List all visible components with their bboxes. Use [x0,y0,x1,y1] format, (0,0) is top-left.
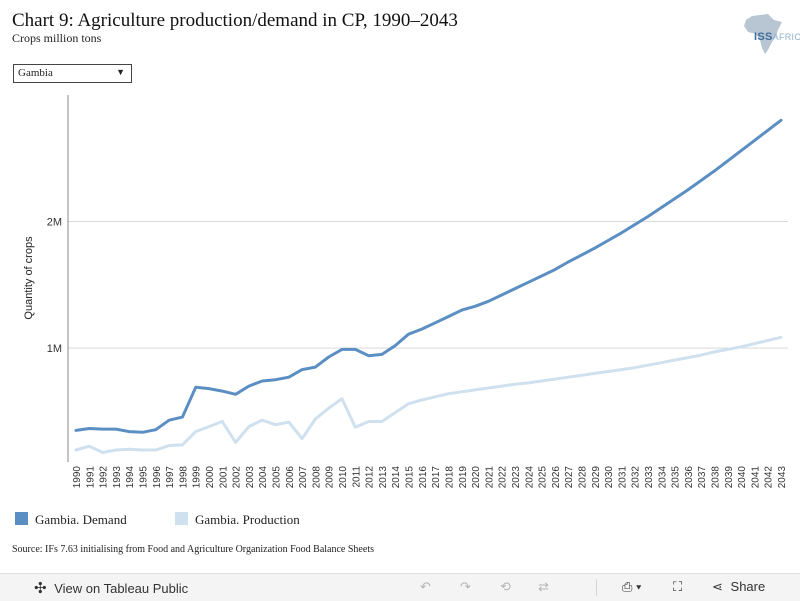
x-tick-label: 1997 [165,466,176,489]
chart-title: Chart 9: Agriculture production/demand i… [12,10,458,31]
view-on-tableau-label: View on Tableau Public [54,581,189,596]
x-tick-label: 2035 [671,466,682,489]
x-tick-label: 2005 [272,466,283,489]
x-tick-label: 2001 [218,466,229,489]
series-lines [74,118,783,454]
x-tick-label: 1995 [139,466,150,489]
legend-label-demand: Gambia. Demand [35,512,127,527]
x-tick-label: 1993 [112,466,123,489]
x-tick-label: 2022 [498,466,509,489]
revert-icon: ⟲ [500,579,511,594]
redo-icon: ↷ [460,579,471,594]
x-tick-label: 2016 [418,466,429,489]
africa-map-icon [744,14,782,54]
x-tick-label: 1994 [125,466,136,489]
x-tick-label: 1992 [99,466,110,489]
x-tick-label: 2043 [777,466,788,489]
refresh-icon: ⇄ [538,579,549,594]
series-line-gambia-production[interactable] [74,335,783,454]
legend-swatch-demand [15,512,28,525]
x-tick-label: 2003 [245,466,256,489]
legend-swatch-production [175,512,188,525]
x-tick-label: 2029 [591,466,602,489]
x-tick-label: 2034 [657,466,668,489]
x-tick-label: 2004 [258,466,269,489]
y-tick-label: 2M [47,217,62,229]
x-tick-label: 2019 [458,466,469,489]
x-tick-label: 2026 [551,466,562,489]
x-tick-label: 2042 [764,466,775,489]
legend-item-production[interactable]: Gambia. Production [175,512,300,528]
x-tick-label: 2033 [644,466,655,489]
x-tick-label: 2036 [684,466,695,489]
chevron-down-icon: ▼ [116,67,125,77]
x-tick-label: 2031 [617,466,628,489]
tableau-logo-icon: ✣ [34,580,47,597]
undo-button[interactable]: ↶ [420,579,431,595]
x-tick-label: 2025 [538,466,549,489]
tableau-toolbar: ✣ View on Tableau Public ↶ ↷ ⟲ ⇄ ⎙ ▾ ⛶ ⋖… [0,573,800,601]
legend-label-production: Gambia. Production [195,512,300,527]
y-axis-label: Quantity of crops [23,236,35,320]
x-tick-label: 1996 [152,466,163,489]
x-tick-label: 2041 [750,466,761,489]
country-dropdown-value: Gambia [18,67,53,79]
x-tick-label: 2007 [298,466,309,489]
share-button[interactable]: ⋖ Share [712,579,765,595]
view-on-tableau-button[interactable]: ✣ View on Tableau Public [34,579,188,597]
x-tick-label: 2021 [484,466,495,489]
x-tick-labels: 1990 1991 1992 1993 1994 1995 1996 1997 1998 1999… [72,466,788,489]
x-tick-label: 2038 [710,466,721,489]
series-line-gambia-demand[interactable] [74,118,783,434]
x-tick-label: 2039 [724,466,735,489]
x-tick-label: 2032 [631,466,642,489]
x-tick-label: 2006 [285,466,296,489]
y-tick-label: 1M [47,343,62,355]
x-tick-label: 2014 [391,466,402,489]
share-label: Share [730,579,766,594]
x-tick-label: 2008 [311,466,322,489]
x-tick-label: 2011 [351,466,362,488]
x-tick-label: 2028 [577,466,588,489]
share-icon: ⋖ [712,579,723,594]
x-tick-label: 2027 [564,466,575,489]
source-note: Source: IFs 7.63 initialising from Food … [12,544,374,555]
download-icon: ⎙ ▾ [622,579,642,594]
x-tick-label: 1998 [178,466,189,489]
logo-text: ISSAFRICA [754,31,800,43]
x-tick-label: 2030 [604,466,615,489]
x-tick-label: 2040 [737,466,748,489]
fullscreen-icon: ⛶ [673,579,683,594]
toolbar-divider [596,579,597,596]
x-tick-label: 2023 [511,466,522,489]
x-tick-label: 2009 [325,466,336,489]
x-tick-label: 2002 [232,466,243,489]
x-tick-label: 2037 [697,466,708,489]
x-tick-label: 2012 [365,466,376,489]
legend-item-demand[interactable]: Gambia. Demand [15,512,127,528]
download-button[interactable]: ⎙ ▾ [622,579,641,595]
x-tick-label: 1990 [72,466,83,489]
x-tick-label: 2013 [378,466,389,489]
grid-lines [68,221,788,349]
y-tick-labels: 1M 2M [47,217,62,356]
x-tick-label: 2000 [205,466,216,489]
chart-subtitle: Crops million tons [12,31,102,45]
undo-icon: ↶ [420,579,431,594]
x-tick-label: 2010 [338,466,349,489]
refresh-button[interactable]: ⇄ [538,579,549,595]
revert-button[interactable]: ⟲ [500,579,511,595]
fullscreen-button[interactable]: ⛶ [673,579,682,595]
x-tick-label: 1999 [192,466,203,489]
x-tick-label: 2015 [405,466,416,489]
x-tick-label: 2017 [431,466,442,489]
x-tick-label: 2020 [471,466,482,489]
x-tick-label: 2018 [444,466,455,489]
iss-africa-logo[interactable] [738,12,794,56]
x-tick-label: 1991 [85,466,96,489]
redo-button[interactable]: ↷ [460,579,471,595]
country-dropdown[interactable]: Gambia ▼ [13,64,132,83]
x-tick-label: 2024 [524,466,535,489]
